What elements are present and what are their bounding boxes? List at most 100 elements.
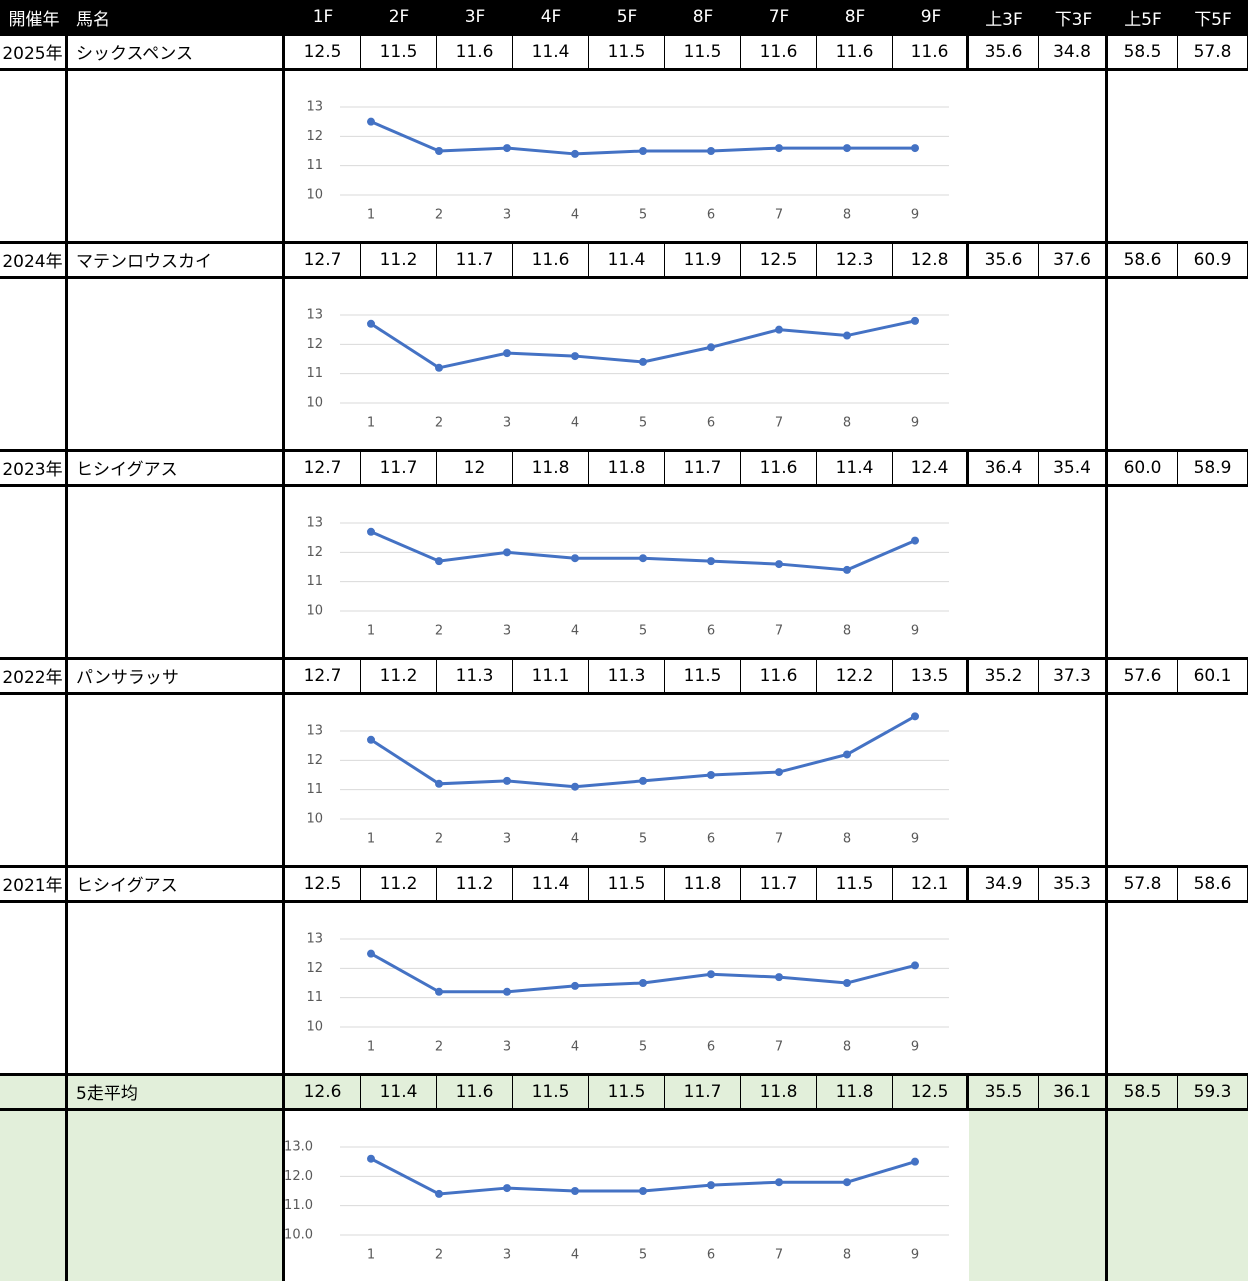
year-cell: 2025年 (0, 34, 68, 69)
lap-point (775, 768, 783, 777)
lap-cell: 11.7 (741, 866, 817, 901)
split-cell: 35.2 (969, 658, 1039, 693)
lap-point (435, 557, 443, 566)
header-cell: 下3F (1039, 0, 1108, 34)
lap-point (639, 357, 647, 366)
lap-cell: 12 (437, 450, 513, 485)
y-tick-label: 13 (306, 724, 323, 739)
lap-point (435, 147, 443, 155)
lap-cell: 11.6 (741, 34, 817, 69)
row-border (0, 484, 1248, 487)
blank-cell (1108, 901, 1248, 1074)
header-cell: 上5F (1108, 0, 1178, 34)
lap-point (843, 565, 851, 574)
x-tick-label: 1 (367, 832, 375, 847)
x-tick-label: 4 (571, 1040, 579, 1055)
lap-cell: 11.5 (665, 34, 741, 69)
y-tick-label: 11 (306, 782, 323, 797)
y-tick-label: 11 (306, 366, 323, 381)
lap-point (435, 363, 443, 372)
lap-cell: 11.4 (361, 1074, 437, 1109)
x-tick-label: 8 (843, 416, 851, 431)
lap-point (911, 316, 919, 325)
lap-cell: 11.9 (665, 242, 741, 277)
lap-cell: 11.2 (361, 866, 437, 901)
lap-cell: 12.4 (893, 450, 969, 485)
x-tick-label: 5 (639, 832, 647, 847)
lap-cell: 11.6 (513, 242, 589, 277)
x-tick-label: 9 (911, 1248, 919, 1263)
lap-cell: 12.5 (741, 242, 817, 277)
lap-point (367, 735, 375, 744)
y-tick-label: 13 (306, 100, 323, 115)
year-cell: 2021年 (0, 866, 68, 901)
x-tick-label: 7 (775, 1248, 783, 1263)
split-cell: 58.6 (1108, 242, 1178, 277)
split-cell: 57.8 (1178, 34, 1248, 69)
lap-cell: 12.3 (817, 242, 893, 277)
lap-cell: 11.5 (589, 34, 665, 69)
lap-point (367, 527, 375, 536)
x-tick-label: 3 (503, 624, 511, 639)
header-cell: 4F (513, 0, 589, 34)
header-cell: 5F (589, 0, 665, 34)
lap-cell: 12.5 (285, 866, 361, 901)
lap-point (571, 352, 579, 361)
lap-point (843, 1178, 851, 1187)
y-tick-label: 10 (306, 812, 323, 827)
row-border (0, 692, 1248, 695)
lap-cell: 12.1 (893, 866, 969, 901)
lap-point (639, 776, 647, 785)
x-tick-label: 6 (707, 208, 715, 223)
header-cell: 8F (817, 0, 893, 34)
lap-point (435, 1189, 443, 1198)
row-border (0, 241, 1248, 244)
x-tick-label: 3 (503, 1040, 511, 1055)
lap-cell: 11.2 (437, 866, 513, 901)
blank-cell (969, 69, 1108, 242)
x-tick-label: 4 (571, 1248, 579, 1263)
header-cell: 下5F (1178, 0, 1248, 34)
split-cell: 36.4 (969, 450, 1039, 485)
x-tick-label: 5 (639, 208, 647, 223)
x-tick-label: 5 (639, 416, 647, 431)
blank-cell (0, 277, 68, 450)
x-tick-label: 4 (571, 208, 579, 223)
x-tick-label: 5 (639, 1040, 647, 1055)
row-border (0, 1108, 1248, 1111)
lap-cell: 13.5 (893, 658, 969, 693)
split-cell: 36.1 (1039, 1074, 1108, 1109)
row-border (0, 865, 1248, 868)
header-cell: 9F (893, 0, 969, 34)
lap-line (370, 530, 916, 572)
name-cell: 5走平均 (68, 1074, 285, 1109)
x-tick-label: 9 (911, 832, 919, 847)
lap-point (707, 343, 715, 352)
lap-point (639, 554, 647, 563)
lap-point (503, 144, 511, 153)
lap-point (911, 1157, 919, 1166)
blank-cell (1108, 277, 1248, 450)
blank-cell (68, 693, 285, 866)
lap-point (571, 981, 579, 990)
x-tick-label: 1 (367, 208, 375, 223)
name-cell: シックスペンス (68, 34, 285, 69)
lap-cell: 11.2 (361, 242, 437, 277)
lap-cell: 11.5 (513, 1074, 589, 1109)
x-tick-label: 8 (843, 1040, 851, 1055)
row-border (0, 1073, 1248, 1076)
lap-point (503, 987, 511, 996)
split-cell: 60.9 (1178, 242, 1248, 277)
row-border (0, 33, 1248, 36)
split-cell: 57.6 (1108, 658, 1178, 693)
lap-cell: 11.5 (665, 658, 741, 693)
x-tick-label: 3 (503, 832, 511, 847)
y-tick-label: 13 (306, 932, 323, 947)
split-cell: 37.6 (1039, 242, 1108, 277)
lap-cell: 11.5 (589, 1074, 665, 1109)
lap-point (707, 771, 715, 779)
lap-cell: 11.8 (741, 1074, 817, 1109)
name-cell: パンサラッサ (68, 658, 285, 693)
